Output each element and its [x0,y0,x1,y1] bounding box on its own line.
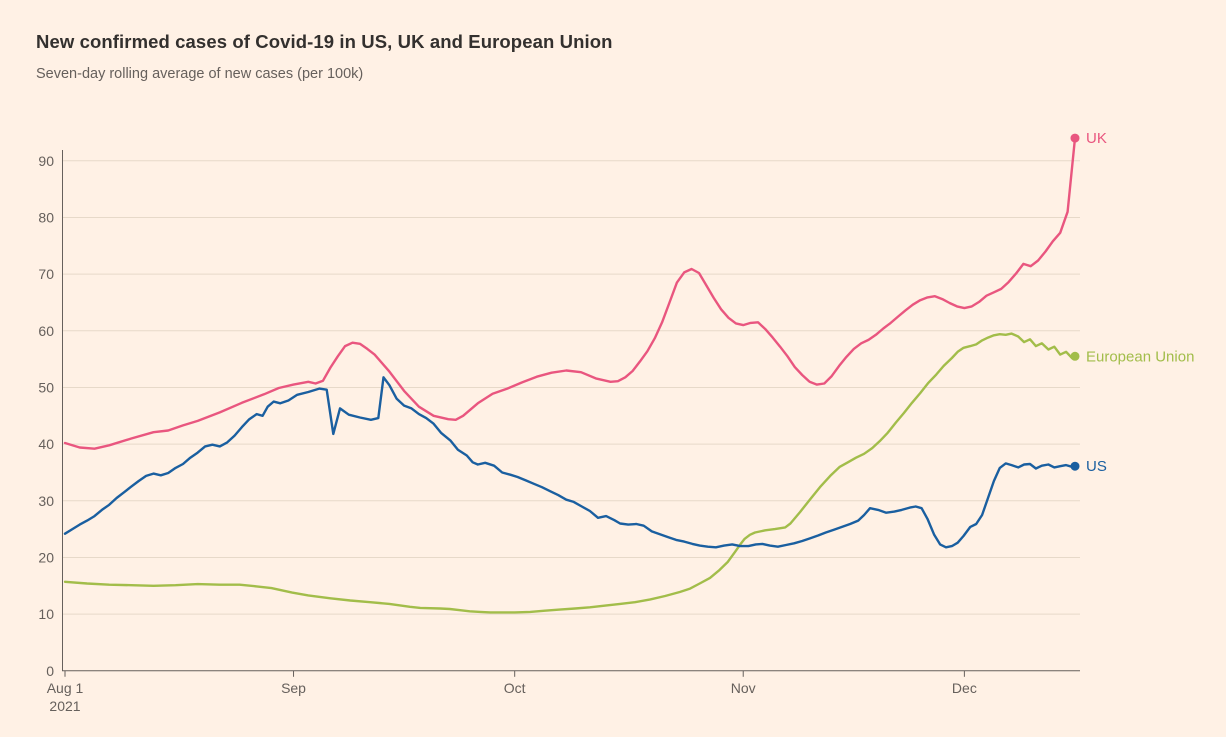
chart-title: New confirmed cases of Covid-19 in US, U… [36,31,613,52]
y-tick-label: 40 [38,436,54,452]
us-end-dot [1070,461,1080,471]
us-line [63,376,1077,549]
y-tick-label: 90 [38,153,54,169]
y-grid: 0 10 20 30 40 50 60 70 80 90 [38,153,1080,679]
uk-end-label: UK [1086,130,1107,147]
y-tick-label: 80 [38,209,54,225]
uk-end-dot [1070,133,1080,143]
y-tick-label: 70 [38,266,54,282]
x-tick-label: Aug 1 [47,680,84,696]
y-tick-label: 50 [38,379,54,395]
european-union-end-label: European Union [1086,348,1194,365]
x-tick-label: Sep [281,680,306,696]
y-tick-label: 10 [38,606,54,622]
european-union-line [63,332,1077,614]
x-tick-sublabel: 2021 [49,698,80,714]
european-union-end-dot [1070,351,1080,361]
y-tick-label: 60 [38,323,54,339]
us-end-label: US [1086,458,1107,475]
y-tick-label: 30 [38,493,54,509]
x-tick-label: Oct [504,680,526,696]
uk-line [63,136,1077,450]
x-tick-label: Nov [731,680,756,696]
y-tick-label: 20 [38,549,54,565]
y-tick-label: 0 [46,663,54,679]
chart-subtitle: Seven-day rolling average of new cases (… [36,66,364,82]
x-tick-label: Dec [952,680,977,696]
x-axis-ticks: Aug 1 2021 Sep Oct Nov Dec [47,670,977,714]
